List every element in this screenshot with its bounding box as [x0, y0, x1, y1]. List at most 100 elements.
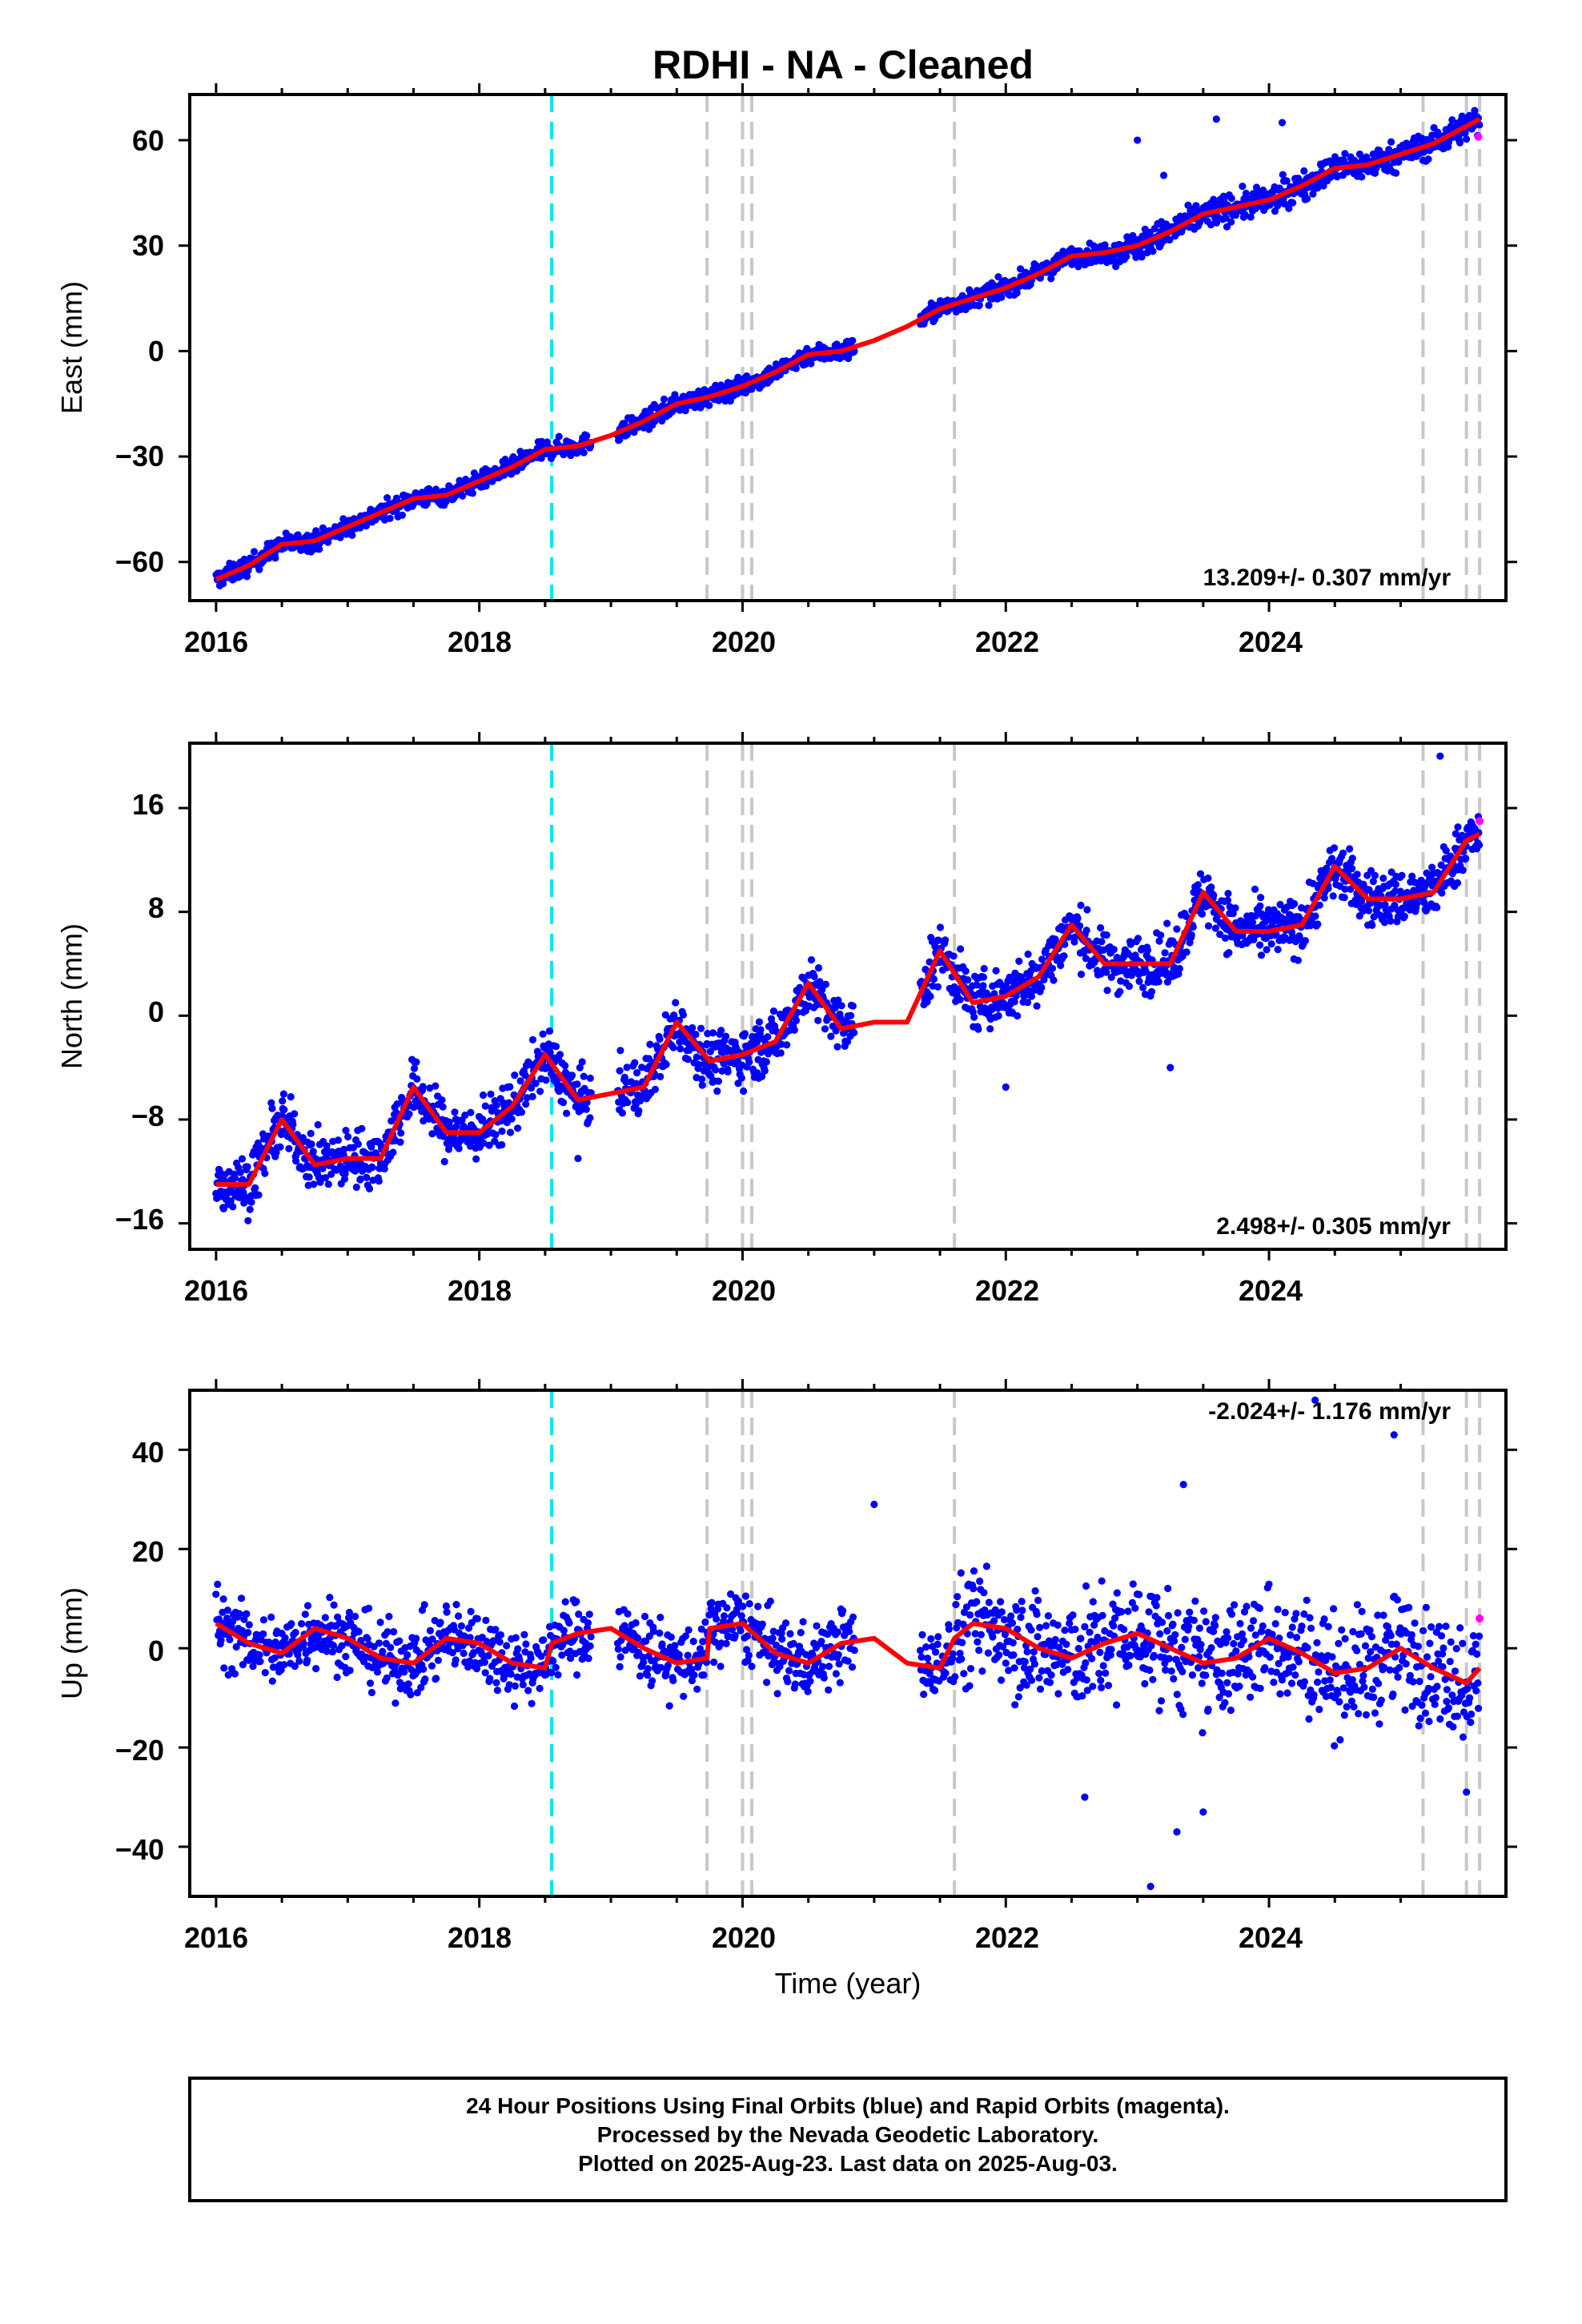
up-point	[763, 1679, 771, 1687]
up-point	[723, 1604, 731, 1612]
panel-east: −60 −30 0 30 60 2016 2018 2020 2022 2024…	[55, 83, 1517, 658]
east-point	[1047, 275, 1055, 283]
east-point	[1227, 195, 1235, 203]
north-point	[618, 1109, 627, 1117]
up-point	[510, 1702, 519, 1711]
up-point	[585, 1610, 593, 1618]
up-point	[493, 1687, 502, 1695]
north-point	[1173, 925, 1181, 933]
chart-title: RDHI - NA - Cleaned	[652, 42, 1034, 87]
east-point	[1424, 155, 1432, 163]
up-point	[920, 1691, 928, 1699]
up-point	[820, 1674, 828, 1682]
north-point	[1103, 987, 1111, 995]
up-point	[739, 1602, 747, 1610]
north-point	[508, 1115, 516, 1123]
north-point	[1024, 950, 1032, 959]
up-point	[455, 1612, 463, 1620]
up-point	[644, 1665, 652, 1673]
north-point	[516, 1077, 524, 1085]
east-rapid-point	[1474, 132, 1483, 141]
east-point	[386, 514, 394, 523]
east-point	[998, 293, 1006, 301]
north-point	[231, 1174, 239, 1182]
east-point	[348, 531, 356, 540]
north-xtick-label: 2020	[712, 1274, 776, 1307]
up-point	[426, 1626, 435, 1634]
up-point	[744, 1632, 752, 1640]
east-point	[555, 432, 563, 440]
north-point	[559, 1099, 568, 1107]
up-point	[565, 1619, 573, 1627]
north-point	[514, 1124, 522, 1132]
up-point	[223, 1606, 231, 1614]
north-point	[506, 1083, 514, 1091]
up-point	[514, 1645, 522, 1653]
north-point	[1365, 907, 1373, 915]
north-point	[974, 1025, 982, 1033]
up-point	[375, 1639, 383, 1647]
north-point	[1348, 854, 1356, 862]
up-point	[632, 1618, 640, 1627]
north-point	[1225, 949, 1233, 957]
up-point	[291, 1628, 299, 1637]
up-point	[839, 1606, 847, 1614]
up-point	[778, 1635, 786, 1643]
up-point	[804, 1687, 812, 1695]
north-point	[352, 1183, 360, 1192]
east-point	[383, 494, 391, 502]
north-point	[334, 1136, 342, 1144]
north-point	[1224, 890, 1232, 898]
up-point	[624, 1610, 632, 1618]
north-point	[833, 1043, 841, 1051]
up-point	[245, 1621, 253, 1629]
north-point	[1163, 919, 1171, 927]
east-point	[1239, 183, 1247, 191]
up-point	[644, 1671, 652, 1679]
east-marks	[212, 94, 1484, 601]
up-point	[342, 1652, 350, 1661]
north-point	[1116, 987, 1124, 995]
up-point	[267, 1613, 275, 1621]
north-point	[672, 999, 680, 1007]
north-point	[545, 1027, 554, 1035]
up-point	[717, 1663, 725, 1671]
east-xtick-label: 2020	[712, 625, 776, 658]
north-point	[936, 923, 945, 931]
north-point	[561, 1062, 569, 1070]
north-point	[1125, 982, 1133, 991]
up-point	[473, 1614, 481, 1622]
up-point	[799, 1618, 807, 1626]
north-point	[697, 1024, 705, 1032]
north-xtick-label: 2024	[1239, 1274, 1303, 1307]
up-point	[328, 1648, 336, 1656]
north-point	[229, 1203, 237, 1211]
north-point	[1038, 955, 1046, 963]
north-point	[847, 1011, 855, 1019]
north-point	[1077, 971, 1086, 979]
up-point	[443, 1608, 451, 1616]
up-point	[520, 1630, 528, 1638]
north-point	[1454, 823, 1462, 831]
north-point	[279, 1090, 287, 1098]
north-point	[950, 952, 958, 960]
north-point	[305, 1173, 313, 1181]
up-point	[524, 1687, 532, 1695]
north-point	[522, 1100, 530, 1108]
north-point	[741, 1030, 749, 1038]
north-point	[755, 1018, 764, 1026]
north-point	[926, 992, 934, 1000]
north-point	[586, 1074, 594, 1082]
up-point	[298, 1620, 306, 1628]
north-point	[1291, 900, 1299, 908]
north-point	[1436, 752, 1444, 760]
north-point	[692, 1031, 700, 1039]
up-point	[326, 1594, 334, 1602]
north-point	[1210, 891, 1218, 899]
north-point	[1371, 871, 1379, 879]
north-point	[498, 1127, 506, 1136]
north-point	[1368, 921, 1376, 929]
north-point	[354, 1140, 362, 1148]
north-point	[821, 1025, 829, 1033]
north-point	[769, 1007, 778, 1015]
